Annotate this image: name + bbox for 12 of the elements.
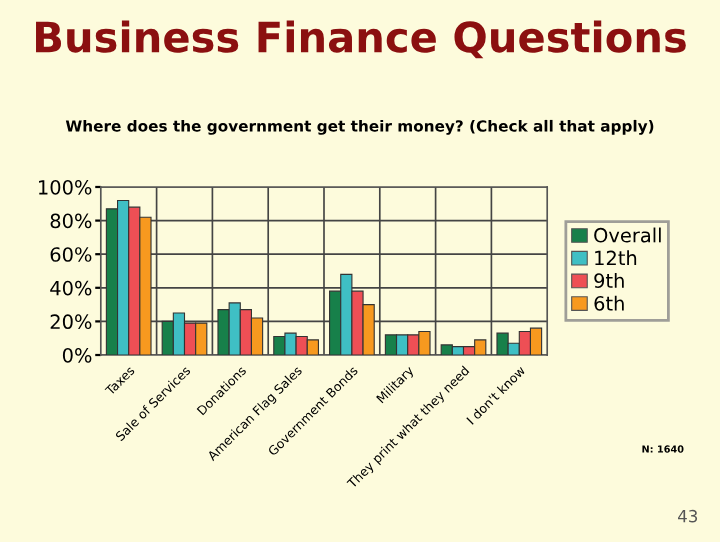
legend-label: 6th [594, 295, 624, 311]
y-tick-label: 40% [50, 280, 92, 296]
y-tick-label: 100% [39, 179, 92, 195]
y-tick-label: 0% [62, 347, 92, 363]
legend-label: 12th [595, 250, 637, 266]
legend-label: Overall [594, 227, 661, 243]
legend-label: 9th [594, 272, 624, 288]
y-tick-label: 60% [50, 247, 92, 262]
y-tick-label: 20% [50, 314, 92, 330]
text: 43 [678, 509, 698, 523]
chart-title: Business Finance Questions [36, 20, 686, 59]
y-tick-label: 80% [50, 213, 92, 229]
